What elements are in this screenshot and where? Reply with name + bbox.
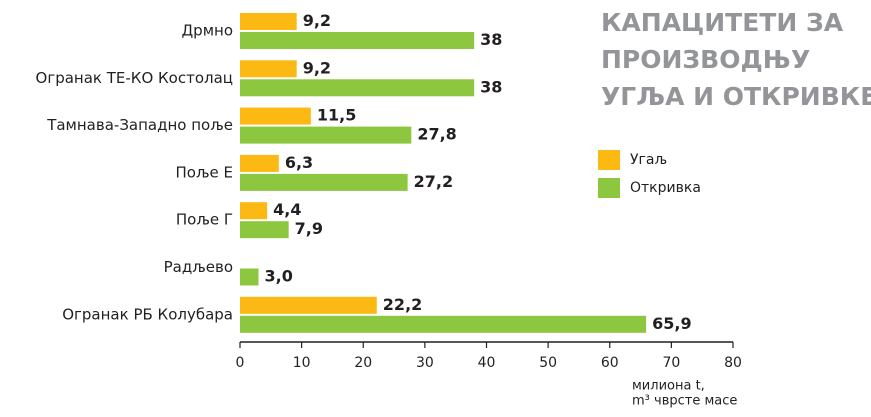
data-label: 27,2 [414,172,453,191]
x-tick-label: 60 [601,355,619,371]
category-label: Тамнава-Западно поље [46,116,233,134]
bar [240,154,279,172]
data-label: 9,2 [303,11,331,30]
bar [240,13,297,30]
data-label: 22,2 [383,295,422,314]
data-label: 38 [480,77,502,96]
category-label: Радљево [164,258,233,276]
bar [240,202,268,220]
x-tick-label: 10 [293,355,311,371]
chart-title: УГЉА И ОТКРИВКЕ [601,82,871,111]
legend-label: Угаљ [630,152,667,168]
bar [240,60,297,78]
data-label: 3,0 [264,267,292,286]
category-label: Дрмно [181,22,233,40]
category-label: Поље Е [176,163,233,181]
chart-title: КАПАЦИТЕТИ ЗА [601,8,844,37]
bar [240,126,412,144]
chart-title: ПРОИЗВОДЊУ [601,45,810,74]
data-label: 11,5 [317,106,356,125]
x-tick-label: 30 [416,355,434,371]
bar [240,107,311,125]
x-tick-label: 50 [539,355,557,371]
x-axis-label: m³ чврсте масе [632,394,737,409]
category-label: Поље Г [176,211,233,229]
bar [240,32,475,49]
x-tick-label: 40 [478,355,496,371]
x-tick-label: 20 [354,355,372,371]
data-label: 4,4 [273,200,301,219]
bar [240,296,377,314]
bar [240,315,647,333]
x-tick-label: 80 [724,355,742,371]
category-label: Огранак РБ Колубара [62,305,233,323]
legend-label: Откривка [630,180,701,196]
data-label: 9,2 [303,58,331,77]
category-label: Огранак ТЕ-КО Костолац [36,69,233,87]
data-label: 6,3 [285,153,313,172]
legend-swatch [598,178,620,198]
bar [240,268,259,286]
data-label: 65,9 [652,314,691,333]
data-label: 27,8 [417,125,456,144]
x-axis-label: милиона t, [632,379,705,394]
data-label: 7,9 [295,219,323,238]
bar [240,79,475,97]
legend-swatch [598,150,620,170]
x-tick-label: 0 [236,355,245,371]
bar [240,173,408,191]
bar [240,221,289,239]
data-label: 38 [480,30,502,49]
x-tick-label: 70 [662,355,680,371]
